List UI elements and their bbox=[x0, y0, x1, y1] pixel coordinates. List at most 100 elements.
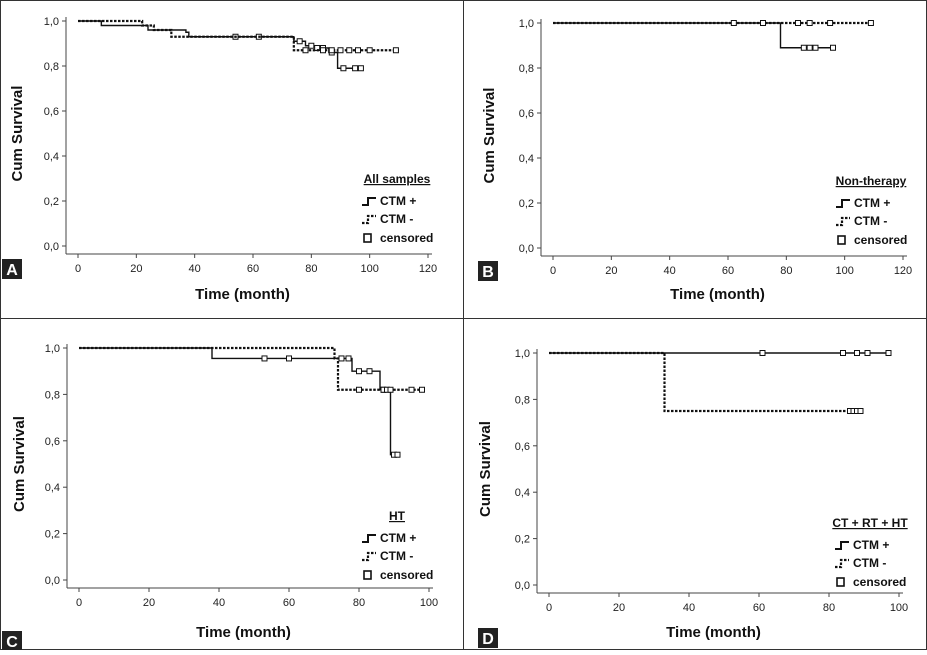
censored-marker bbox=[296, 38, 303, 45]
x-axis-title: Time (month) bbox=[196, 624, 291, 641]
series-line-ctm-plus bbox=[79, 347, 398, 456]
x-tick-label: 60 bbox=[247, 263, 259, 275]
legend-symbol-ctm-minus bbox=[362, 214, 376, 225]
y-tick-label: 0,8 bbox=[45, 389, 60, 401]
censored-marker bbox=[340, 65, 347, 72]
x-tick-label: 120 bbox=[894, 265, 912, 277]
y-tick-label: 1,0 bbox=[44, 16, 59, 28]
x-tick-label: 60 bbox=[722, 265, 734, 277]
panel-C: 0,0 0,2 0,4 0,6 0,8 1,0 0 20 40 60 80 100 Time (mont… bbox=[2, 343, 438, 651]
x-tick-label: 0 bbox=[546, 602, 552, 614]
y-tick-label: 0,0 bbox=[44, 241, 59, 253]
censored-marker bbox=[827, 20, 834, 26]
censored-marker bbox=[867, 20, 874, 26]
legend-label-censored: censored bbox=[853, 575, 906, 589]
legend-title: CT + RT + HT bbox=[832, 516, 908, 530]
x-tick-label: 120 bbox=[419, 263, 437, 275]
series-line-ctm-plus bbox=[553, 22, 833, 49]
y-tick-label: 0,6 bbox=[519, 108, 534, 120]
panel-label-text: D bbox=[482, 631, 494, 648]
x-tick-label: 40 bbox=[213, 597, 225, 609]
censored-marker bbox=[885, 350, 892, 356]
panel-label-text: C bbox=[6, 634, 18, 650]
censored-marker bbox=[806, 44, 813, 51]
censored-marker bbox=[356, 368, 362, 375]
legend-symbol-ctm-plus bbox=[362, 197, 376, 206]
y-tick-label: 0,8 bbox=[515, 394, 530, 406]
y-tick-label: 0,2 bbox=[515, 534, 530, 546]
panel-label-box bbox=[478, 628, 498, 648]
x-tick-label: 20 bbox=[130, 263, 142, 275]
x-axis-title: Time (month) bbox=[666, 624, 761, 641]
panel-D: 0,0 0,2 0,4 0,6 0,8 1,0 0 20 40 60 80 100 Time (mont… bbox=[477, 348, 908, 648]
legend-label-ctm-plus: CTM + bbox=[853, 538, 889, 552]
legend-label-censored: censored bbox=[854, 233, 907, 247]
series-line-ctm-plus bbox=[78, 20, 361, 69]
panel-A: 0,0 0,2 0,4 0,6 0,8 1,0 0 20 40 60 80 100 120 Time (m… bbox=[2, 16, 437, 303]
censored-marker bbox=[387, 386, 394, 393]
y-tick-label: 0,2 bbox=[45, 529, 60, 541]
censored-marker bbox=[760, 20, 766, 26]
censored-marker bbox=[806, 20, 813, 26]
censored-marker bbox=[800, 44, 807, 51]
censored-marker bbox=[328, 47, 335, 54]
legend-label-ctm-minus: CTM - bbox=[380, 549, 413, 563]
censored-marker bbox=[356, 386, 362, 393]
censored-marker bbox=[730, 20, 737, 26]
censored-marker bbox=[261, 355, 268, 362]
x-tick-label: 60 bbox=[283, 597, 295, 609]
censored-marker bbox=[346, 47, 353, 54]
panels-group: 0,0 0,2 0,4 0,6 0,8 1,0 0 20 40 60 80 100 120 Time (m… bbox=[2, 16, 912, 651]
legend-symbol-censored bbox=[363, 570, 372, 580]
censored-marker bbox=[357, 65, 364, 72]
legend-symbol-censored bbox=[837, 235, 846, 245]
legend-label-ctm-plus: CTM + bbox=[380, 194, 416, 208]
y-tick-label: 0,6 bbox=[44, 106, 59, 118]
y-tick-label: 0,6 bbox=[45, 436, 60, 448]
x-tick-label: 20 bbox=[605, 265, 617, 277]
x-tick-label: 60 bbox=[753, 602, 765, 614]
censored-marker bbox=[857, 408, 864, 414]
y-tick-label: 0,2 bbox=[519, 198, 534, 210]
panel-B: 0,0 0,2 0,4 0,6 0,8 1,0 0 20 40 60 80 100 120 Time (m… bbox=[478, 18, 912, 303]
x-tick-label: 100 bbox=[890, 602, 908, 614]
x-tick-label: 0 bbox=[75, 263, 81, 275]
legend-label-ctm-minus: CTM - bbox=[853, 556, 886, 570]
censored-marker bbox=[408, 386, 415, 393]
legend-label-ctm-minus: CTM - bbox=[854, 214, 887, 228]
y-tick-label: 1,0 bbox=[45, 343, 60, 355]
censored-marker bbox=[338, 355, 345, 362]
y-tick-label: 0,2 bbox=[44, 196, 59, 208]
y-axis-title: Cum Survival bbox=[481, 88, 498, 184]
y-tick-label: 0,0 bbox=[515, 580, 530, 592]
y-tick-label: 0,4 bbox=[45, 482, 60, 494]
legend-label-censored: censored bbox=[380, 568, 433, 582]
y-tick-label: 1,0 bbox=[515, 348, 530, 360]
x-axis-title: Time (month) bbox=[670, 286, 765, 303]
legend-symbol-ctm-minus bbox=[835, 558, 849, 569]
censored-marker bbox=[864, 350, 871, 356]
y-tick-label: 0,4 bbox=[515, 487, 530, 499]
censored-marker bbox=[795, 20, 801, 26]
y-tick-label: 1,0 bbox=[519, 18, 534, 30]
censored-marker bbox=[308, 42, 315, 49]
censored-marker bbox=[759, 350, 766, 356]
x-tick-label: 80 bbox=[780, 265, 792, 277]
censored-marker bbox=[419, 386, 425, 393]
series-line-ctm-minus bbox=[79, 346, 422, 391]
legend-label-ctm-minus: CTM - bbox=[380, 212, 413, 226]
x-tick-label: 40 bbox=[664, 265, 676, 277]
x-tick-label: 80 bbox=[353, 597, 365, 609]
y-tick-label: 0,0 bbox=[45, 575, 60, 587]
x-tick-label: 100 bbox=[835, 265, 853, 277]
y-axis-title: Cum Survival bbox=[477, 421, 494, 517]
x-tick-label: 80 bbox=[823, 602, 835, 614]
x-axis-title: Time (month) bbox=[195, 286, 290, 303]
x-tick-label: 100 bbox=[360, 263, 378, 275]
censored-marker bbox=[366, 47, 373, 54]
x-tick-label: 40 bbox=[189, 263, 201, 275]
legend-symbol-ctm-minus bbox=[836, 216, 850, 227]
x-tick-label: 20 bbox=[613, 602, 625, 614]
censored-marker bbox=[366, 368, 373, 375]
